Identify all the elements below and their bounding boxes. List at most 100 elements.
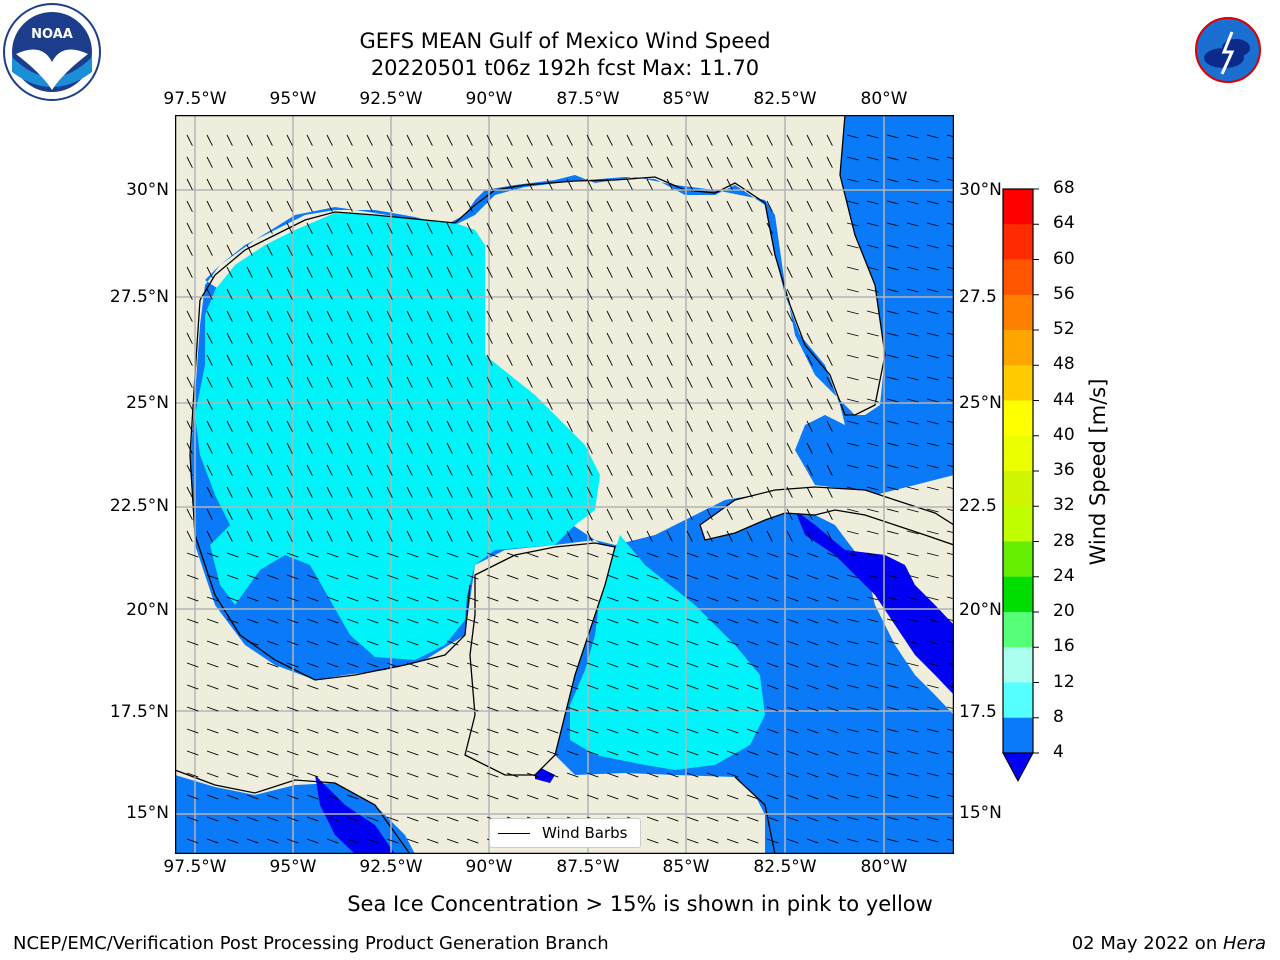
lat-label: 25°N <box>126 393 169 413</box>
wind-barb <box>886 816 899 821</box>
wind-barb <box>486 266 493 278</box>
wind-barb <box>466 794 479 800</box>
wind-barb <box>646 640 659 646</box>
colorbar-tick-label: 68 <box>1053 178 1075 198</box>
wind-barb <box>786 464 793 476</box>
wind-barb <box>686 464 693 476</box>
wind-barb <box>266 706 279 712</box>
wind-barb <box>206 508 213 520</box>
wind-barb <box>826 310 833 322</box>
wind-barb <box>746 156 753 168</box>
wind-barb <box>626 618 639 624</box>
wind-barb <box>806 772 819 778</box>
wind-barb <box>246 332 253 344</box>
wind-barb <box>906 354 919 359</box>
wind-barb <box>506 530 513 542</box>
wind-barb <box>546 618 559 624</box>
wind-barb <box>826 200 833 212</box>
wind-barb <box>866 706 879 711</box>
wind-barb <box>426 486 433 498</box>
wind-barb <box>826 684 839 690</box>
wind-barb <box>666 574 679 580</box>
wind-barb <box>266 310 273 322</box>
wind-barb <box>906 420 919 425</box>
lon-label: 80°W <box>860 857 908 877</box>
wind-barb <box>626 398 633 410</box>
wind-barb <box>186 486 193 498</box>
wind-barb <box>226 838 239 844</box>
wind-barb <box>666 200 673 212</box>
wind-barb <box>326 420 333 432</box>
wind-barb <box>706 684 719 690</box>
wind-barb <box>546 662 559 668</box>
wind-barb <box>246 464 253 476</box>
wind-barb <box>826 728 839 734</box>
wind-barb <box>806 640 819 646</box>
wind-barb <box>346 464 353 476</box>
wind-barb <box>686 134 693 146</box>
wind-barb <box>786 618 799 624</box>
wind-barb <box>286 420 293 432</box>
wind-barb <box>746 552 759 558</box>
wind-barb <box>226 596 239 602</box>
wind-barb <box>486 134 493 146</box>
wind-barb <box>886 750 899 755</box>
wind-barb <box>406 816 419 822</box>
wind-barb <box>306 772 319 778</box>
wind-barb <box>506 618 519 624</box>
wind-barb <box>606 156 613 168</box>
wind-barb <box>606 508 613 520</box>
wind-barb <box>366 332 373 344</box>
wind-barb <box>726 508 733 520</box>
wind-barb <box>886 772 899 777</box>
wind-barb <box>466 530 473 542</box>
wind-barb <box>646 332 653 344</box>
wind-barb <box>426 684 439 690</box>
lon-label: 82.5°W <box>753 89 817 109</box>
wind-barb <box>346 134 353 146</box>
wind-barb <box>446 772 459 778</box>
wind-barb <box>466 618 479 624</box>
wind-barb <box>606 596 619 602</box>
wind-barb <box>246 596 259 602</box>
wind-barb <box>866 310 879 315</box>
wind-barb <box>826 706 839 712</box>
wind-barb <box>466 464 473 476</box>
lon-label: 87.5°W <box>556 89 620 109</box>
wind-barb <box>906 398 919 403</box>
map-legend: Wind Barbs <box>489 818 641 848</box>
wind-barb <box>746 728 759 734</box>
wind-barb <box>366 288 373 300</box>
wind-barb <box>386 156 393 168</box>
wind-barb <box>506 706 519 712</box>
wind-barb <box>326 354 333 366</box>
wind-barb <box>186 398 193 410</box>
wind-barb <box>386 838 399 844</box>
wind-barb <box>586 486 593 498</box>
wind-barb <box>846 376 859 381</box>
colorbar-tick-label: 60 <box>1053 248 1075 269</box>
wind-barb <box>726 156 733 168</box>
wind-barb <box>646 662 659 668</box>
wind-barb <box>326 398 333 410</box>
colorbar-segment <box>1003 647 1033 683</box>
wind-barb <box>766 794 779 800</box>
wind-barb <box>666 838 679 844</box>
wind-barb <box>606 706 619 712</box>
wind-barb <box>346 354 353 366</box>
wind-barb <box>586 728 599 734</box>
wind-barb <box>766 464 773 476</box>
wind-barb <box>786 178 793 190</box>
wind-barb <box>326 486 333 498</box>
wind-barb <box>586 794 599 800</box>
wind-barb <box>826 244 833 256</box>
colorbar-segment <box>1003 224 1033 260</box>
wind-barb <box>246 222 253 234</box>
wind-barb <box>266 794 279 800</box>
wind-barb <box>286 222 293 234</box>
wind-barb <box>706 640 719 646</box>
wind-barb <box>206 838 219 844</box>
wind-barb <box>306 508 313 520</box>
wind-barb <box>926 398 939 403</box>
wind-barb <box>846 618 859 623</box>
